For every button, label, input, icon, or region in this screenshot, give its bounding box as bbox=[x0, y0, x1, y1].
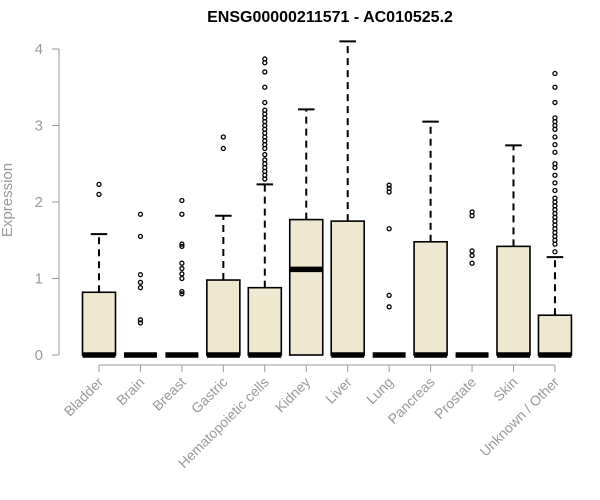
chart-title: ENSG00000211571 - AC010525.2 bbox=[207, 9, 453, 26]
y-tick-label-4: 4 bbox=[35, 41, 43, 58]
outlier-point bbox=[220, 145, 227, 152]
outlier-point bbox=[469, 209, 475, 215]
outlier-point bbox=[96, 181, 102, 188]
x-tick-label-0: Bladder bbox=[61, 374, 107, 420]
box-8 bbox=[413, 120, 448, 358]
box-2 bbox=[165, 197, 199, 358]
outlier-point bbox=[469, 252, 475, 259]
box-11 bbox=[537, 70, 573, 358]
outlier-point bbox=[552, 115, 558, 121]
outlier-point bbox=[552, 141, 558, 148]
box-rect bbox=[81, 291, 117, 356]
box-6 bbox=[330, 40, 366, 358]
outlier-point bbox=[262, 69, 268, 75]
outlier-point bbox=[137, 272, 144, 278]
box-5 bbox=[288, 108, 324, 356]
outlier-point bbox=[552, 149, 558, 155]
box-rect bbox=[288, 218, 324, 356]
y-tick-label-0: 0 bbox=[35, 347, 43, 364]
outlier-point bbox=[469, 248, 475, 254]
outlier-point bbox=[552, 180, 558, 186]
outlier-point bbox=[137, 279, 144, 285]
outlier-point bbox=[179, 243, 185, 250]
outlier-point bbox=[96, 191, 102, 198]
outlier-point bbox=[179, 275, 185, 282]
outlier-point bbox=[137, 320, 144, 326]
outlier-point bbox=[179, 271, 185, 277]
outlier-point bbox=[262, 107, 268, 113]
outlier-point bbox=[386, 182, 392, 188]
outlier-point bbox=[179, 291, 185, 297]
outlier-point bbox=[386, 226, 392, 232]
x-tick-label-7: Lung bbox=[363, 374, 396, 407]
x-tick-label-9: Prostate bbox=[431, 374, 479, 422]
outlier-point bbox=[386, 304, 392, 310]
box-rect bbox=[413, 240, 448, 356]
outlier-point bbox=[552, 84, 558, 90]
box-10 bbox=[496, 144, 531, 358]
outlier-point bbox=[386, 185, 392, 191]
y-tick-label-2: 2 bbox=[35, 194, 43, 211]
outlier-point bbox=[262, 84, 268, 90]
x-tick-label-2: Breast bbox=[149, 374, 189, 414]
outlier-point bbox=[179, 211, 185, 217]
outlier-point bbox=[262, 99, 268, 106]
x-tick-label-10: Skin bbox=[490, 374, 521, 405]
outlier-point bbox=[552, 134, 558, 140]
y-axis: 0 1 2 3 4 bbox=[35, 41, 60, 364]
x-tick-label-11: Unknown / Other bbox=[476, 374, 562, 460]
box-0 bbox=[81, 181, 117, 358]
outlier-point bbox=[179, 197, 185, 204]
box-rect bbox=[330, 220, 366, 356]
outlier-point bbox=[137, 317, 144, 323]
outlier-point bbox=[386, 292, 392, 298]
x-tick-label-5: Kidney bbox=[272, 374, 314, 416]
box-rect bbox=[206, 279, 241, 356]
y-tick-label-3: 3 bbox=[35, 118, 43, 135]
outlier-point bbox=[179, 288, 185, 295]
outlier-point bbox=[552, 99, 558, 106]
outlier-point bbox=[552, 172, 558, 178]
box-rect bbox=[496, 245, 531, 356]
boxes-group bbox=[81, 40, 573, 358]
outlier-point bbox=[262, 56, 268, 62]
box-3 bbox=[206, 134, 241, 358]
box-rect bbox=[537, 314, 573, 356]
outlier-point bbox=[262, 151, 268, 158]
box-1 bbox=[123, 211, 157, 358]
outlier-point bbox=[552, 161, 558, 167]
outlier-point bbox=[179, 241, 185, 247]
outlier-point bbox=[469, 260, 475, 266]
outlier-point bbox=[137, 211, 144, 217]
x-tick-label-1: Brain bbox=[113, 374, 147, 408]
box-rect bbox=[247, 286, 283, 356]
outlier-point bbox=[552, 187, 558, 194]
outlier-point bbox=[137, 285, 144, 291]
outlier-point bbox=[137, 233, 144, 240]
outlier-point bbox=[179, 265, 185, 272]
box-4 bbox=[247, 56, 283, 358]
y-tick-label-1: 1 bbox=[35, 271, 43, 288]
y-axis-label: Expression bbox=[0, 163, 16, 237]
outlier-point bbox=[552, 249, 558, 255]
outlier-point bbox=[552, 70, 558, 77]
outlier-point bbox=[220, 134, 227, 140]
outlier-point bbox=[179, 260, 185, 266]
box-7 bbox=[372, 182, 406, 358]
box-9 bbox=[455, 209, 489, 358]
outlier-point bbox=[552, 195, 558, 201]
outlier-point bbox=[262, 157, 268, 163]
x-tick-label-6: Liver bbox=[322, 374, 355, 407]
